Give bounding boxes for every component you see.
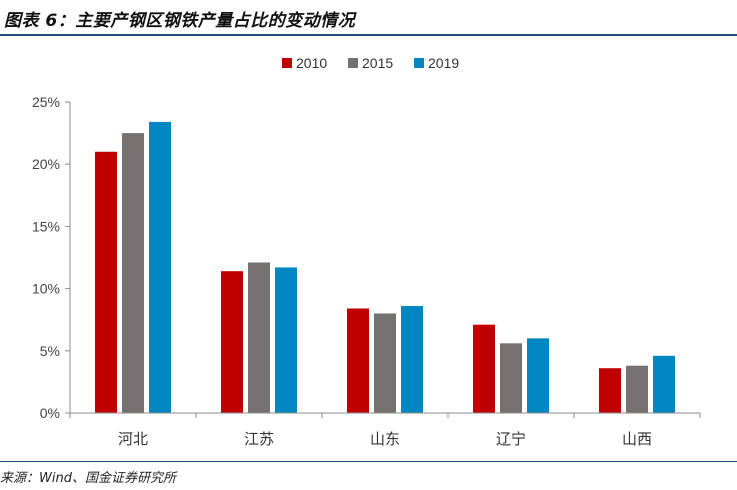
x-category-label: 辽宁 bbox=[496, 430, 526, 448]
source-note: 来源：Wind、国金证券研究所 bbox=[0, 471, 176, 486]
legend-swatch-2015 bbox=[348, 58, 358, 68]
bar-2010 bbox=[599, 368, 621, 413]
bar-2019 bbox=[401, 306, 423, 413]
bar-2010 bbox=[221, 271, 243, 413]
bar-series-group bbox=[95, 121, 675, 414]
bar-chart: 2010 2015 2019 0% 5% 10% 15% 20% 25% 河北 江苏 山东 辽宁 山西 bbox=[32, 55, 701, 448]
bar-2010 bbox=[347, 308, 369, 413]
chart-frame: 2010 2015 2019 0% 5% 10% 15% 20% 25% 河北 江苏 山东 辽宁 山西 bbox=[0, 36, 737, 460]
bar-2015 bbox=[374, 313, 396, 413]
bar-2010 bbox=[95, 151, 117, 413]
y-axis: 0% 5% 10% 15% 20% 25% bbox=[32, 94, 71, 421]
legend-swatch-2010 bbox=[282, 58, 292, 68]
bar-2019 bbox=[149, 121, 171, 414]
bar-2010 bbox=[473, 324, 495, 413]
x-category-label: 山东 bbox=[370, 430, 400, 448]
bar-2015 bbox=[122, 133, 144, 413]
chart-legend: 2010 2015 2019 bbox=[282, 55, 459, 71]
legend-label-2010: 2010 bbox=[296, 55, 327, 71]
y-tick-label: 5% bbox=[40, 343, 60, 359]
y-tick-label: 15% bbox=[32, 218, 60, 234]
x-category-label: 江苏 bbox=[244, 430, 274, 448]
y-tick-label: 20% bbox=[32, 156, 60, 172]
x-category-label: 河北 bbox=[118, 430, 148, 448]
legend-label-2019: 2019 bbox=[428, 55, 459, 71]
legend-label-2015: 2015 bbox=[362, 55, 393, 71]
title-bar: 图表 6：主要产钢区钢铁产量占比的变动情况 bbox=[0, 0, 737, 36]
source-divider bbox=[0, 461, 737, 462]
y-tick-label: 0% bbox=[40, 405, 60, 421]
bar-2019 bbox=[275, 267, 297, 413]
title-divider bbox=[0, 34, 737, 36]
bar-2015 bbox=[248, 262, 270, 413]
bar-2019 bbox=[527, 338, 549, 413]
page-title: 图表 6：主要产钢区钢铁产量占比的变动情况 bbox=[4, 11, 356, 31]
y-tick-label: 25% bbox=[32, 94, 60, 110]
x-category-label: 山西 bbox=[622, 430, 652, 448]
bar-2019 bbox=[653, 355, 675, 413]
y-tick-label: 10% bbox=[32, 281, 60, 297]
legend-swatch-2019 bbox=[414, 58, 424, 68]
bar-2015 bbox=[626, 365, 648, 413]
bar-2015 bbox=[500, 343, 522, 413]
x-axis: 河北 江苏 山东 辽宁 山西 bbox=[69, 412, 701, 448]
